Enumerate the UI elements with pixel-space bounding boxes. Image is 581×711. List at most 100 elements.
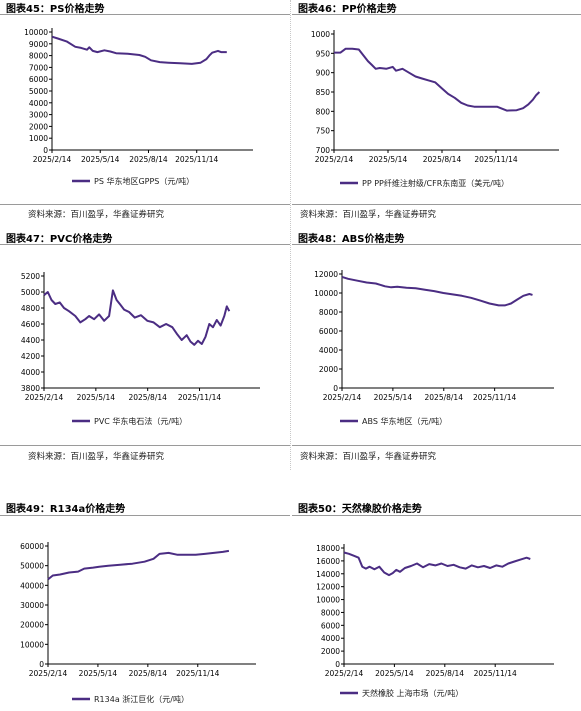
x-tick-label: 2025/2/14 (323, 393, 362, 402)
y-tick-label: 6000 (321, 621, 340, 630)
x-tick-label: 2025/8/14 (423, 155, 462, 164)
panel-pp: 图表46：PP价格走势 700 750 800 850 900 950 1000 2025/2… (292, 0, 581, 230)
y-tick-label: 10000 (20, 640, 44, 649)
y-tick-label: 6000 (29, 75, 48, 84)
x-tick-label: 2025/11/14 (178, 393, 221, 402)
x-tick-label: 2025/5/14 (375, 669, 414, 678)
line-chart: 0 10000 20000 30000 40000 50000 60000 2025/2/14… (20, 542, 256, 704)
series-line (341, 275, 533, 307)
title-underline (292, 515, 581, 516)
x-tick-label: 2025/8/14 (426, 669, 465, 678)
y-tick-label: 4000 (21, 368, 40, 377)
panel-rubber: 图表50：天然橡胶价格走势 0 2000 4000 6000 8000 10000 1200… (292, 500, 581, 711)
source-divider (0, 204, 290, 205)
source-note: 资料来源：百川盈孚，华鑫证券研究 (300, 210, 437, 220)
x-tick-label: 2025/11/14 (474, 669, 517, 678)
y-tick-label: 1000 (29, 134, 48, 143)
y-tick-label: 2000 (321, 647, 340, 656)
y-tick-label: 0 (333, 384, 338, 393)
y-tick-label: 50000 (20, 562, 44, 571)
line-chart: 0 1000 2000 3000 4000 5000 6000 7000 8000 9000 100… (24, 28, 253, 186)
y-tick-label: 8000 (321, 608, 340, 617)
x-tick-label: 2025/5/14 (79, 669, 118, 678)
y-tick-label: 7000 (29, 63, 48, 72)
x-tick-label: 2025/11/14 (175, 155, 218, 164)
legend-label: ABS 华东地区（元/吨） (362, 416, 447, 426)
series-line (47, 549, 230, 581)
legend-label: R134a 浙江巨化（元/吨） (94, 694, 189, 704)
title-underline (0, 244, 290, 245)
y-tick-label: 20000 (20, 621, 44, 630)
x-tick-label: 2025/5/14 (81, 155, 120, 164)
panel-abs: 图表48：ABS价格走势 0 2000 4000 6000 8000 10000 12000… (292, 230, 581, 470)
y-tick-label: 0 (39, 660, 44, 669)
y-tick-label: 5000 (21, 288, 40, 297)
y-tick-label: 950 (316, 49, 331, 58)
title-underline (0, 515, 290, 516)
y-tick-label: 8000 (29, 52, 48, 61)
x-tick-label: 2025/11/14 (176, 669, 219, 678)
y-tick-label: 18000 (316, 544, 340, 553)
panel-r134a: 图表49：R134a价格走势 0 10000 20000 30000 40000 5000… (0, 500, 290, 711)
y-tick-label: 6000 (319, 327, 338, 336)
y-tick-label: 4800 (21, 304, 40, 313)
y-tick-label: 8000 (319, 308, 338, 317)
y-tick-label: 700 (316, 146, 331, 155)
y-tick-label: 12000 (316, 583, 340, 592)
chart-title: 图表49：R134a价格走势 (6, 504, 126, 515)
y-tick-label: 3000 (29, 111, 48, 120)
chart-title: 图表46：PP价格走势 (298, 4, 397, 15)
source-note: 资料来源：百川盈孚，华鑫证券研究 (28, 210, 165, 220)
chart-title: 图表45：PS价格走势 (6, 4, 105, 15)
y-tick-label: 1000 (311, 30, 330, 39)
x-tick-label: 2025/11/14 (473, 393, 516, 402)
source-divider (292, 204, 581, 205)
x-tick-label: 2025/2/14 (33, 155, 72, 164)
x-tick-label: 2025/2/14 (315, 155, 354, 164)
x-tick-label: 2025/5/14 (369, 155, 408, 164)
y-tick-label: 16000 (316, 557, 340, 566)
x-tick-label: 2025/8/14 (425, 393, 464, 402)
y-tick-label: 14000 (316, 570, 340, 579)
title-underline (292, 14, 581, 15)
y-tick-label: 850 (316, 88, 331, 97)
x-tick-label: 2025/8/14 (128, 393, 167, 402)
y-tick-label: 3800 (21, 384, 40, 393)
y-tick-label: 4200 (21, 352, 40, 361)
title-underline (0, 14, 290, 15)
y-tick-label: 5000 (29, 87, 48, 96)
y-tick-label: 9000 (29, 40, 48, 49)
y-tick-label: 5200 (21, 272, 40, 281)
y-tick-label: 900 (316, 69, 331, 78)
source-note: 资料来源：百川盈孚，华鑫证券研究 (300, 452, 437, 462)
series-line (51, 35, 227, 65)
chart-title: 图表50：天然橡胶价格走势 (298, 504, 422, 515)
y-tick-label: 10000 (314, 289, 338, 298)
y-tick-label: 10000 (316, 596, 340, 605)
legend-label: PS 华东地区GPPS（元/吨） (94, 176, 194, 186)
y-tick-label: 800 (316, 107, 331, 116)
column-separator (290, 0, 291, 470)
line-chart: 700 750 800 850 900 950 1000 2025/2/14 2025/5/14… (311, 30, 559, 188)
y-tick-label: 30000 (20, 601, 44, 610)
y-tick-label: 4000 (319, 346, 338, 355)
legend-label: PP PP纤维注射级/CFR东南亚（美元/吨） (362, 178, 509, 188)
x-tick-label: 2025/8/14 (129, 669, 168, 678)
chart-title: 图表48：ABS价格走势 (298, 234, 405, 245)
y-tick-label: 4600 (21, 320, 40, 329)
x-tick-label: 2025/2/14 (29, 669, 68, 678)
x-tick-label: 2025/8/14 (129, 155, 168, 164)
series-line (334, 47, 541, 112)
x-tick-label: 2025/2/14 (325, 669, 364, 678)
y-tick-label: 4400 (21, 336, 40, 345)
line-chart: 0 2000 4000 6000 8000 10000 12000 14000 16000 180… (316, 544, 554, 698)
source-divider (0, 445, 290, 446)
title-underline (292, 244, 581, 245)
y-tick-label: 60000 (20, 542, 44, 551)
y-tick-label: 750 (316, 127, 331, 136)
line-chart: 0 2000 4000 6000 8000 10000 12000 2025/2/14 2025… (314, 270, 554, 426)
y-tick-label: 0 (43, 146, 48, 155)
y-tick-label: 40000 (20, 581, 44, 590)
y-tick-label: 2000 (319, 365, 338, 374)
legend-label: 天然橡胶 上海市场（元/吨） (362, 688, 463, 698)
